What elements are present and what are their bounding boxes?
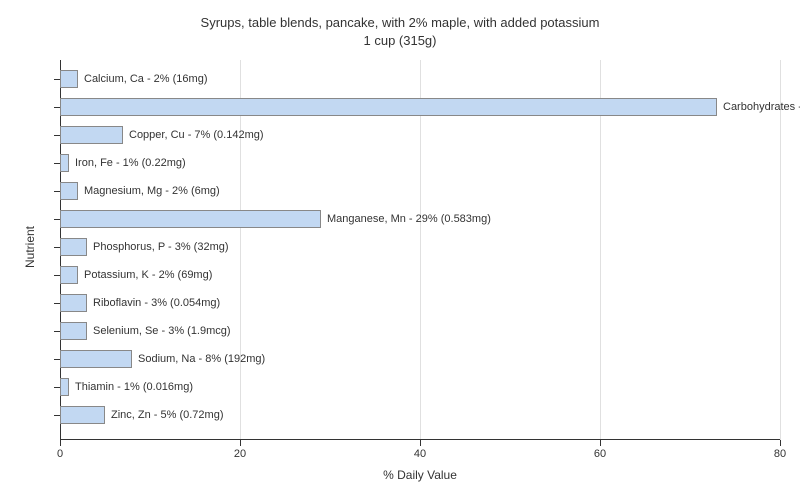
bar [60,98,717,116]
bar [60,126,123,144]
plot-area: 020406080Calcium, Ca - 2% (16mg)Carbohyd… [60,60,780,440]
x-tick [240,440,241,446]
bar-label: Selenium, Se - 3% (1.9mcg) [93,325,231,337]
x-tick-label: 60 [594,448,606,460]
bar [60,350,132,368]
bar [60,378,69,396]
bar-label: Zinc, Zn - 5% (0.72mg) [111,409,223,421]
grid-line [240,60,241,440]
x-tick [780,440,781,446]
bar [60,294,87,312]
bar [60,266,78,284]
bar [60,154,69,172]
chart-title-line2: 1 cup (315g) [0,32,800,50]
x-tick-label: 0 [57,448,63,460]
x-axis-label: % Daily Value [60,468,780,482]
x-tick [420,440,421,446]
bar [60,406,105,424]
grid-line [600,60,601,440]
bar-label: Calcium, Ca - 2% (16mg) [84,73,207,85]
bar-label: Riboflavin - 3% (0.054mg) [93,297,220,309]
x-tick [600,440,601,446]
bar-label: Copper, Cu - 7% (0.142mg) [129,129,264,141]
x-tick [60,440,61,446]
bar-label: Manganese, Mn - 29% (0.583mg) [327,213,491,225]
bar-label: Magnesium, Mg - 2% (6mg) [84,185,220,197]
x-axis [60,439,780,440]
grid-line [420,60,421,440]
x-tick-label: 40 [414,448,426,460]
x-tick-label: 20 [234,448,246,460]
bar-label: Phosphorus, P - 3% (32mg) [93,241,229,253]
chart-title: Syrups, table blends, pancake, with 2% m… [0,14,800,50]
x-tick-label: 80 [774,448,786,460]
bar-label: Carbohydrates - 73% (219.24g) [723,101,800,113]
bar [60,210,321,228]
bar-label: Thiamin - 1% (0.016mg) [75,381,193,393]
bar [60,182,78,200]
chart-container: Syrups, table blends, pancake, with 2% m… [0,0,800,500]
chart-title-line1: Syrups, table blends, pancake, with 2% m… [0,14,800,32]
bar [60,238,87,256]
bar-label: Iron, Fe - 1% (0.22mg) [75,157,186,169]
y-axis-label: Nutrient [23,217,37,277]
bar [60,322,87,340]
bar [60,70,78,88]
grid-line [780,60,781,440]
bar-label: Sodium, Na - 8% (192mg) [138,353,265,365]
bar-label: Potassium, K - 2% (69mg) [84,269,212,281]
